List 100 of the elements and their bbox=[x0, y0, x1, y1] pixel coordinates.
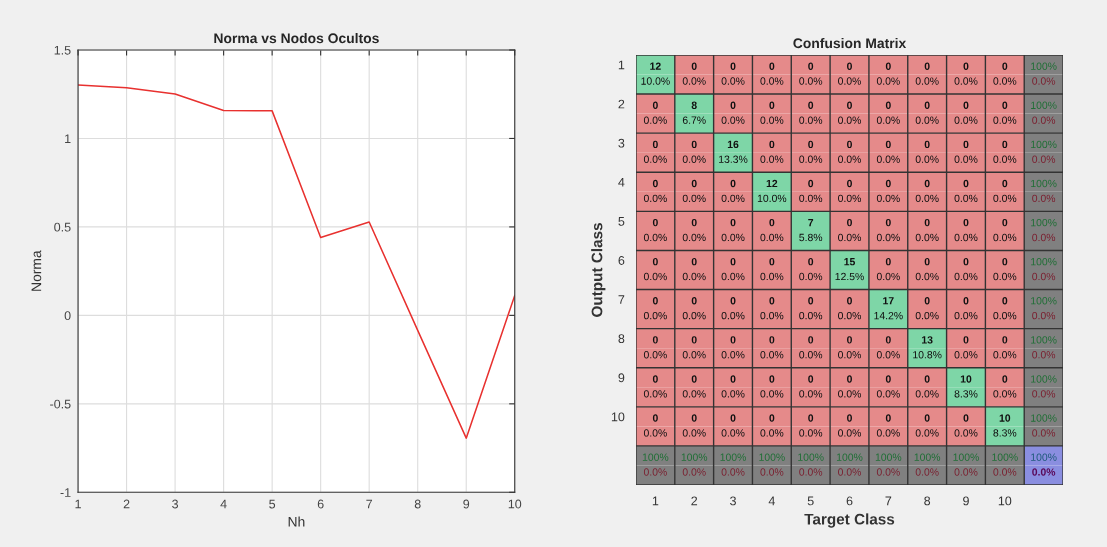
data-label: 14.2% bbox=[874, 311, 903, 320]
data-label: 100% bbox=[1031, 218, 1057, 227]
data-label: 0.0% bbox=[799, 194, 823, 203]
data-label: 0.0% bbox=[799, 311, 823, 320]
data-label: 0.0% bbox=[721, 77, 745, 85]
x-tick-label: 9 bbox=[463, 499, 470, 509]
data-label: 0.0% bbox=[954, 351, 978, 359]
data-label: 0.0% bbox=[993, 116, 1017, 124]
data-label: 100% bbox=[1031, 375, 1057, 383]
data-label: 0.0% bbox=[838, 77, 862, 85]
data-label: 13 bbox=[922, 336, 933, 344]
data-label: 0.0% bbox=[799, 155, 823, 163]
data-label: 0 bbox=[769, 297, 775, 305]
data-label: 0 bbox=[924, 414, 930, 422]
data-label: 0.0% bbox=[915, 390, 939, 398]
data-label: 0 bbox=[1002, 336, 1008, 344]
data-label: 12.5% bbox=[835, 272, 864, 281]
y-tick-label: 1.5 bbox=[54, 45, 71, 55]
data-label: 0.0% bbox=[915, 116, 939, 124]
data-label: 0.0% bbox=[876, 390, 900, 398]
data-label: 0.0% bbox=[838, 311, 862, 320]
y-axis-title: Output Class bbox=[591, 223, 606, 317]
data-label: 0.0% bbox=[915, 155, 939, 163]
data-label: 7 bbox=[808, 219, 814, 227]
data-label: 0 bbox=[847, 62, 852, 70]
data-label: 0 bbox=[691, 62, 697, 70]
data-label: 13.3% bbox=[719, 155, 748, 163]
data-label: 100% bbox=[914, 453, 941, 461]
data-label: 0.0% bbox=[643, 155, 667, 163]
y-tick-label: 7 bbox=[618, 295, 625, 304]
data-label: 0.0% bbox=[682, 194, 706, 203]
data-label: 0 bbox=[847, 140, 852, 149]
data-label: 0 bbox=[691, 218, 697, 227]
data-label: 100% bbox=[1031, 101, 1057, 109]
data-label: 0.0% bbox=[993, 155, 1017, 163]
data-label: 0 bbox=[808, 62, 814, 70]
data-label: 0.0% bbox=[993, 468, 1017, 476]
data-label: 100% bbox=[1031, 414, 1057, 422]
data-label: 0 bbox=[730, 62, 736, 70]
data-label: 0.0% bbox=[643, 194, 667, 203]
data-label: 0.0% bbox=[876, 194, 900, 203]
data-label: 0.0% bbox=[682, 77, 706, 85]
x-tick-label: 5 bbox=[807, 496, 814, 506]
x-tick-label: 6 bbox=[317, 499, 324, 509]
data-label: 0 bbox=[885, 257, 891, 266]
y-tick-label: 0.5 bbox=[54, 222, 71, 232]
data-label: 0 bbox=[691, 140, 697, 149]
data-label: 0.0% bbox=[721, 194, 745, 203]
data-label: 0.0% bbox=[915, 311, 939, 320]
data-label: 0 bbox=[652, 140, 658, 149]
data-label: 0 bbox=[730, 336, 736, 344]
y-tick-label: 6 bbox=[618, 256, 625, 265]
data-label: 0.0% bbox=[876, 429, 900, 437]
data-label: 0 bbox=[808, 375, 814, 383]
data-label: 0 bbox=[652, 179, 658, 188]
data-label: 0.0% bbox=[838, 390, 862, 398]
data-label: 0.0% bbox=[799, 77, 823, 85]
data-label: 0.0% bbox=[643, 468, 667, 476]
data-label: 0 bbox=[730, 179, 736, 188]
data-label: 0 bbox=[652, 297, 658, 305]
data-label: 0.0% bbox=[954, 468, 978, 476]
data-label: 0.0% bbox=[838, 429, 862, 437]
data-label: 0.0% bbox=[682, 351, 706, 359]
data-label: 0 bbox=[691, 414, 697, 422]
data-label: 0 bbox=[924, 375, 930, 383]
data-label: 0 bbox=[847, 179, 852, 188]
data-label: 0 bbox=[847, 297, 852, 305]
data-label: 100% bbox=[1031, 62, 1057, 70]
y-tick-label: 0 bbox=[64, 311, 71, 321]
data-label: 0 bbox=[1002, 218, 1008, 227]
data-label: 0 bbox=[769, 375, 775, 383]
data-label: 0 bbox=[885, 179, 891, 188]
data-label: 100% bbox=[1031, 453, 1057, 461]
data-label: 0 bbox=[691, 257, 697, 266]
data-label: 0 bbox=[885, 101, 891, 109]
x-tick-label: 6 bbox=[846, 496, 853, 506]
data-label: 0.0% bbox=[682, 390, 706, 398]
chart-title: Confusion Matrix bbox=[793, 37, 907, 49]
data-label: 0.0% bbox=[1032, 351, 1056, 359]
chart-title: Norma vs Nodos Ocultos bbox=[214, 32, 379, 44]
y-tick-label: -1 bbox=[60, 488, 71, 497]
y-axis-title: Norma bbox=[31, 250, 42, 291]
data-label: 0 bbox=[652, 257, 658, 266]
data-label: 0 bbox=[808, 101, 814, 109]
data-label: 0.0% bbox=[876, 233, 900, 242]
data-label: 0 bbox=[808, 257, 814, 266]
y-tick-label: 2 bbox=[618, 99, 625, 109]
y-tick-label: 9 bbox=[618, 373, 625, 383]
data-label: 0 bbox=[808, 336, 814, 344]
data-label: 0.0% bbox=[915, 194, 939, 203]
data-label: 0.0% bbox=[1032, 311, 1056, 320]
data-label: 0.0% bbox=[915, 429, 939, 437]
data-label: 0.0% bbox=[876, 155, 900, 163]
data-label: 0.0% bbox=[643, 390, 667, 398]
data-label: 100% bbox=[1031, 297, 1057, 305]
data-label: 0.0% bbox=[1032, 155, 1056, 163]
data-label: 0.0% bbox=[799, 429, 823, 437]
data-label: 0.0% bbox=[993, 272, 1017, 281]
x-tick-label: 10 bbox=[508, 499, 522, 509]
data-label: 0.0% bbox=[721, 311, 745, 320]
